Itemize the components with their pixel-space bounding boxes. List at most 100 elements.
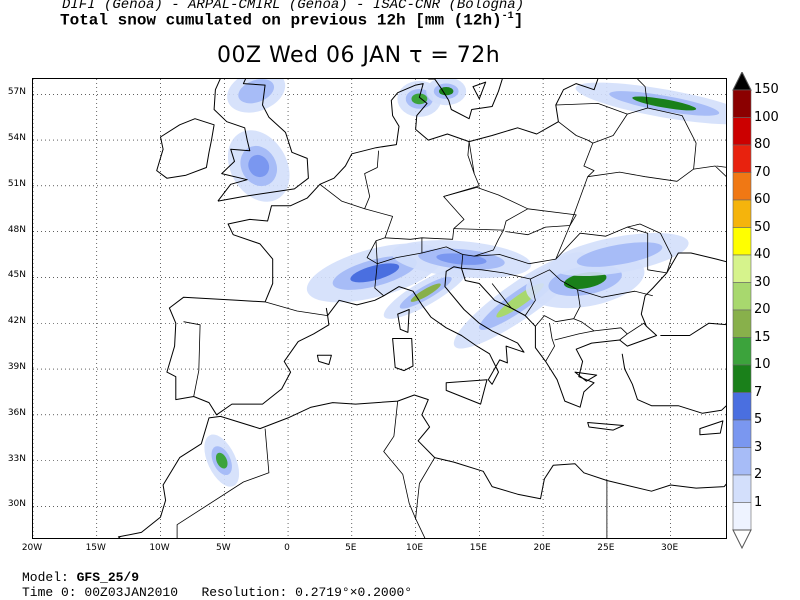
lat-tick-label: 48N xyxy=(7,224,26,235)
border-line xyxy=(647,107,697,170)
lon-tick-label: 10W xyxy=(149,543,170,553)
border-line xyxy=(453,228,504,257)
model-label: Model: xyxy=(22,570,69,585)
colorbar-level-label: 1 xyxy=(754,494,763,510)
island-coast xyxy=(699,420,724,436)
border-line xyxy=(491,269,581,327)
border-line xyxy=(375,237,423,265)
model-value: GFS_25/9 xyxy=(76,570,140,585)
border-line xyxy=(384,141,480,240)
resolution-label: Resolution: xyxy=(201,585,288,600)
snow-area xyxy=(575,82,726,125)
colorbar-level-label: 100 xyxy=(754,109,779,125)
colorbar-swatch xyxy=(732,337,752,366)
time-label: Time 0: xyxy=(22,585,77,600)
lat-tick-label: 51N xyxy=(7,178,26,189)
colorbar-level-label: 60 xyxy=(754,192,771,207)
island-coast xyxy=(574,371,598,382)
coastline xyxy=(156,118,215,179)
resolution-value: 0.2719°×0.2000° xyxy=(295,585,413,600)
lon-tick-label: 15W xyxy=(85,543,106,553)
border-line xyxy=(176,428,270,538)
colorbar-swatch xyxy=(732,282,752,311)
colorbar-swatch xyxy=(732,172,752,201)
border-line xyxy=(716,165,726,168)
border-line xyxy=(558,121,595,226)
colorbar-swatch xyxy=(732,447,752,476)
colorbar-level-label: 7 xyxy=(754,384,763,400)
border-line xyxy=(319,183,393,297)
europe-snow-map xyxy=(33,79,726,538)
model-line: Model: GFS_25/9 xyxy=(22,570,139,585)
map-title: 00Z Wed 06 JAN τ = 72h xyxy=(217,43,501,68)
time-resolution-line: Time 0: 00Z03JAN2010 Resolution: 0.2719°… xyxy=(22,585,412,600)
border-line xyxy=(555,103,628,115)
subtitle-text: Total snow cumulated on previous 12h [mm… xyxy=(60,11,502,30)
snow-fields xyxy=(204,79,726,487)
colorbar-level-label: 5 xyxy=(754,412,763,427)
border-line xyxy=(555,226,667,274)
border-line xyxy=(364,150,379,209)
colorbar-swatch xyxy=(732,254,752,283)
coastline xyxy=(660,322,726,336)
island-coast xyxy=(445,379,488,405)
border-line xyxy=(415,457,436,538)
colorbar-swatch xyxy=(732,502,752,531)
snow-area xyxy=(383,266,468,319)
colorbar-level-label: 2 xyxy=(754,467,763,482)
lon-tick-label: 0 xyxy=(284,543,290,553)
colorbar-swatch xyxy=(732,364,752,393)
snow-area xyxy=(550,233,689,277)
lon-tick-label: 30E xyxy=(661,543,679,553)
snow-area xyxy=(227,130,290,202)
colorbar-swatch xyxy=(732,392,752,421)
colorbar-swatch xyxy=(732,474,752,503)
colorbar-swatch xyxy=(732,199,752,228)
country-borders xyxy=(176,79,726,538)
colorbar-level-label: 50 xyxy=(754,219,771,235)
lat-tick-label: 45N xyxy=(7,270,26,281)
border-line xyxy=(264,301,328,316)
colorbar-level-label: 30 xyxy=(754,274,771,290)
lon-tick-label: 5W xyxy=(215,543,231,553)
border-line xyxy=(421,246,464,269)
colorbar-level-label: 20 xyxy=(754,302,771,317)
border-line xyxy=(587,165,726,182)
colorbar-swatch xyxy=(732,309,752,338)
lat-tick-label: 54N xyxy=(7,133,26,144)
map-subtitle: Total snow cumulated on previous 12h [mm… xyxy=(60,11,800,29)
border-line xyxy=(627,322,647,335)
colorbar-graphic xyxy=(732,72,752,550)
lon-tick-label: 25E xyxy=(597,543,615,553)
coastline xyxy=(227,79,599,303)
border-line xyxy=(474,225,571,265)
border-line xyxy=(627,223,673,274)
colorbar-swatch xyxy=(732,227,752,256)
lon-tick-label: 5E xyxy=(345,543,357,553)
colorbar-level-label: 15 xyxy=(754,329,771,345)
lon-tick-label: 20W xyxy=(21,543,43,553)
lat-tick-label: 42N xyxy=(7,316,26,327)
island-coast xyxy=(316,354,332,365)
lon-tick-label: 10E xyxy=(405,543,424,553)
lat-tick-label: 36N xyxy=(7,407,26,418)
island-coast xyxy=(587,422,624,431)
border-line xyxy=(461,267,531,280)
graticule xyxy=(33,79,726,538)
colorbar-bottom-arrow xyxy=(732,529,752,550)
map-frame[interactable] xyxy=(32,78,727,539)
subtitle-exponent: -1 xyxy=(501,11,514,22)
lon-tick-label: 20E xyxy=(533,543,551,553)
colorbar-level-label: 3 xyxy=(754,439,763,455)
lat-tick-label: 33N xyxy=(7,453,26,464)
snow-area xyxy=(391,240,532,279)
island-coast xyxy=(472,81,487,100)
colorbar-swatch xyxy=(732,144,752,173)
lat-tick-label: 30N xyxy=(7,499,26,510)
time-value: 00Z03JAN2010 xyxy=(84,585,179,600)
border-line xyxy=(383,401,416,519)
colorbar-swatch xyxy=(732,117,752,146)
border-line xyxy=(443,187,529,231)
border-line xyxy=(554,327,628,341)
border-line xyxy=(573,318,595,332)
